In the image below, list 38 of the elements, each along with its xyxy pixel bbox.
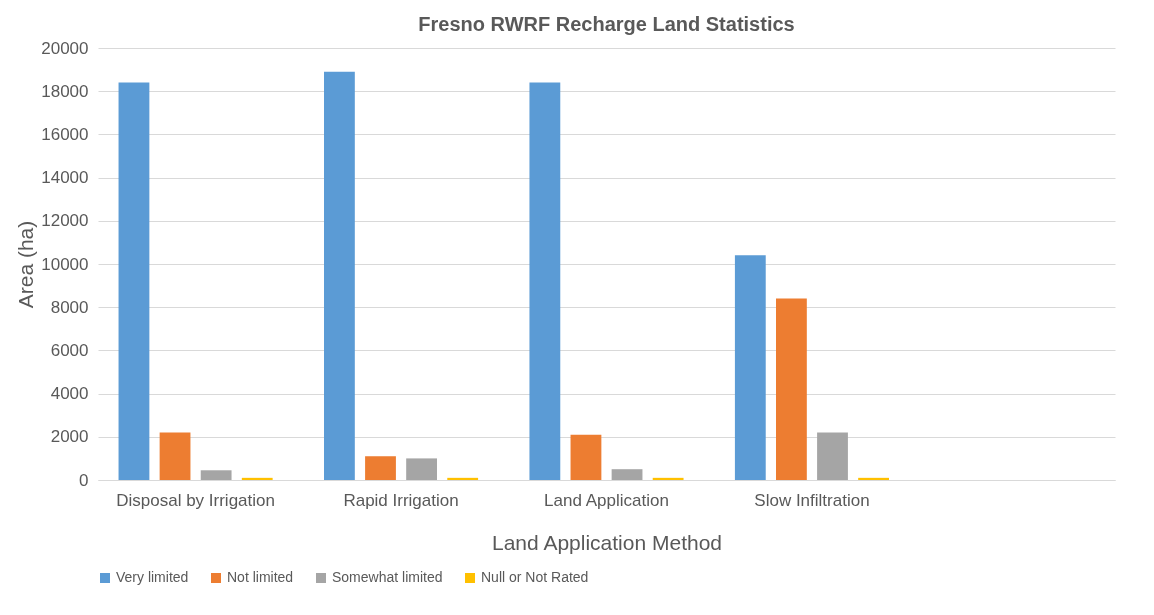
bar (406, 458, 437, 480)
y-tick-label: 20000 (41, 38, 89, 58)
legend-label: Somewhat limited (332, 569, 443, 585)
y-axis-title: Area (ha) (14, 220, 38, 309)
x-tick-label: Land Application (544, 490, 669, 510)
legend-label: Null or Not Rated (481, 569, 589, 585)
x-tick-label: Slow Infiltration (754, 490, 870, 510)
bar (611, 469, 643, 480)
bar (652, 477, 684, 480)
bar (447, 477, 479, 480)
bar (734, 255, 766, 480)
legend-label: Very limited (116, 569, 189, 585)
bar (365, 456, 396, 480)
legend-label: Not limited (227, 569, 294, 585)
x-tick-label: Disposal by Irrigation (116, 490, 275, 510)
y-tick-label: 6000 (50, 340, 89, 360)
chart-title: Fresno RWRF Recharge Land Statistics (418, 13, 795, 35)
y-tick-label: 8000 (50, 297, 89, 317)
y-tick-label: 4000 (50, 384, 89, 404)
bar (817, 432, 848, 480)
y-tick-label: 10000 (41, 254, 89, 274)
bar (118, 82, 150, 480)
x-tick-label: Rapid Irrigation (343, 490, 459, 510)
y-tick-label: 12000 (41, 211, 89, 231)
y-tick-label: 0 (79, 470, 89, 490)
bar (324, 71, 355, 480)
bar (570, 434, 602, 480)
y-tick-label: 2000 (50, 427, 89, 447)
bar (858, 477, 889, 480)
x-axis-title: Land Application Method (491, 530, 723, 554)
bar (241, 477, 273, 480)
bar (529, 82, 561, 480)
y-tick-label: 14000 (41, 168, 89, 188)
y-tick-label: 16000 (41, 124, 89, 144)
bar (776, 298, 807, 480)
bar (159, 432, 191, 480)
bar (200, 470, 232, 480)
y-tick-label: 18000 (41, 81, 89, 101)
